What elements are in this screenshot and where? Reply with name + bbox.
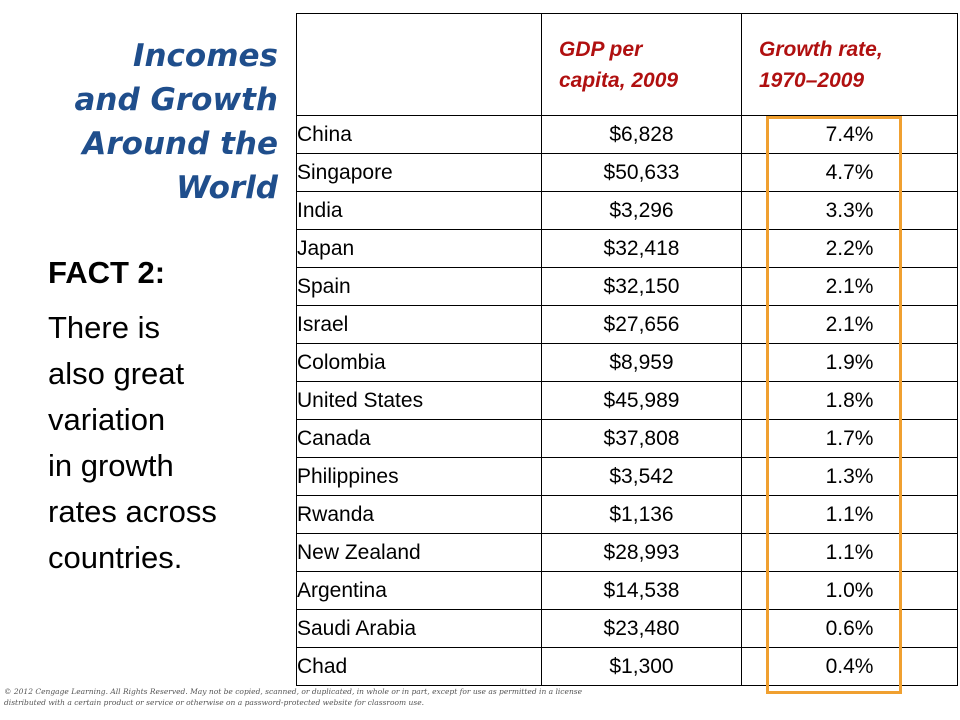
table-row: Philippines $3,542 1.3%	[296, 457, 958, 496]
growth-table: GDP per capita, 2009 Growth rate, 1970–2…	[296, 13, 958, 686]
header-gdp-line: GDP per	[559, 37, 643, 61]
country-cell: Argentina	[296, 571, 542, 610]
gdp-cell: $32,418	[541, 229, 742, 268]
table-header-row: GDP per capita, 2009 Growth rate, 1970–2…	[296, 13, 958, 116]
title-line: Around the	[82, 126, 278, 162]
fact-block: FACT 2: There is also great variation in…	[48, 255, 288, 581]
country-cell: United States	[296, 381, 542, 420]
title-line: Incomes	[132, 38, 278, 74]
copyright-notice: © 2012 Cengage Learning. All Rights Rese…	[4, 687, 583, 707]
fact-line: also great	[48, 356, 185, 391]
growth-cell: 4.7%	[741, 153, 958, 192]
country-cell: Israel	[296, 305, 542, 344]
country-cell: Japan	[296, 229, 542, 268]
table-row: India $3,296 3.3%	[296, 191, 958, 230]
table-row: Rwanda $1,136 1.1%	[296, 495, 958, 534]
gdp-cell: $6,828	[541, 115, 742, 154]
header-country	[296, 13, 542, 116]
growth-cell: 1.3%	[741, 457, 958, 496]
gdp-cell: $3,542	[541, 457, 742, 496]
country-cell: Colombia	[296, 343, 542, 382]
growth-cell: 1.7%	[741, 419, 958, 458]
growth-cell: 2.2%	[741, 229, 958, 268]
gdp-cell: $45,989	[541, 381, 742, 420]
gdp-cell: $50,633	[541, 153, 742, 192]
table-row: Spain $32,150 2.1%	[296, 267, 958, 306]
growth-cell: 0.4%	[741, 647, 958, 686]
title-line: and Growth	[74, 82, 278, 118]
table-row: Japan $32,418 2.2%	[296, 229, 958, 268]
header-gdp: GDP per capita, 2009	[541, 13, 742, 116]
slide-title: Incomes and Growth Around the World	[20, 34, 278, 210]
growth-cell: 0.6%	[741, 609, 958, 648]
fact-line: There is	[48, 310, 160, 345]
fact-line: rates across	[48, 494, 217, 529]
country-cell: China	[296, 115, 542, 154]
country-cell: Chad	[296, 647, 542, 686]
growth-cell: 1.0%	[741, 571, 958, 610]
fact-line: variation	[48, 402, 166, 437]
growth-cell: 2.1%	[741, 305, 958, 344]
country-cell: Canada	[296, 419, 542, 458]
country-cell: Singapore	[296, 153, 542, 192]
gdp-cell: $14,538	[541, 571, 742, 610]
gdp-cell: $28,993	[541, 533, 742, 572]
gdp-cell: $37,808	[541, 419, 742, 458]
growth-cell: 1.1%	[741, 533, 958, 572]
table-row: New Zealand $28,993 1.1%	[296, 533, 958, 572]
table-row: Chad $1,300 0.4%	[296, 647, 958, 686]
growth-cell: 1.9%	[741, 343, 958, 382]
gdp-cell: $23,480	[541, 609, 742, 648]
fact-label: FACT 2:	[48, 255, 166, 290]
growth-cell: 1.1%	[741, 495, 958, 534]
country-cell: Philippines	[296, 457, 542, 496]
gdp-cell: $3,296	[541, 191, 742, 230]
gdp-cell: $1,136	[541, 495, 742, 534]
gdp-cell: $32,150	[541, 267, 742, 306]
header-gdp-line: capita, 2009	[559, 68, 679, 92]
growth-cell: 1.8%	[741, 381, 958, 420]
growth-cell: 7.4%	[741, 115, 958, 154]
header-growth: Growth rate, 1970–2009	[741, 13, 958, 116]
table-row: Colombia $8,959 1.9%	[296, 343, 958, 382]
table-row: China $6,828 7.4%	[296, 115, 958, 154]
fact-line: countries.	[48, 540, 183, 575]
header-growth-line: 1970–2009	[759, 68, 865, 92]
table-row: United States $45,989 1.8%	[296, 381, 958, 420]
table-row: Canada $37,808 1.7%	[296, 419, 958, 458]
table-row: Argentina $14,538 1.0%	[296, 571, 958, 610]
table-row: Singapore $50,633 4.7%	[296, 153, 958, 192]
gdp-cell: $8,959	[541, 343, 742, 382]
growth-cell: 3.3%	[741, 191, 958, 230]
country-cell: Spain	[296, 267, 542, 306]
country-cell: Saudi Arabia	[296, 609, 542, 648]
country-cell: India	[296, 191, 542, 230]
header-growth-line: Growth rate,	[759, 37, 883, 61]
title-line: World	[176, 170, 278, 206]
fact-line: in growth	[48, 448, 174, 483]
table-row: Israel $27,656 2.1%	[296, 305, 958, 344]
gdp-cell: $1,300	[541, 647, 742, 686]
table-row: Saudi Arabia $23,480 0.6%	[296, 609, 958, 648]
country-cell: Rwanda	[296, 495, 542, 534]
growth-cell: 2.1%	[741, 267, 958, 306]
gdp-cell: $27,656	[541, 305, 742, 344]
table-body: China $6,828 7.4% Singapore $50,633 4.7% India…	[296, 115, 958, 686]
country-cell: New Zealand	[296, 533, 542, 572]
